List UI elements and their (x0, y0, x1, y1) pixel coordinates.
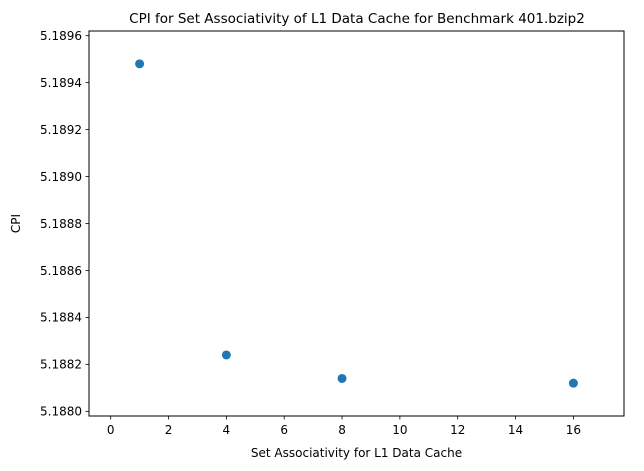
y-tick-label: 5.1880 (40, 405, 82, 419)
x-tick-label: 8 (338, 423, 346, 437)
x-tick-label: 0 (107, 423, 115, 437)
y-tick-label: 5.1890 (40, 170, 82, 184)
data-point (337, 373, 347, 383)
x-tick-label: 2 (165, 423, 173, 437)
x-axis-label: Set Associativity for L1 Data Cache (251, 446, 462, 460)
data-point (135, 59, 145, 69)
y-tick-label: 5.1882 (40, 358, 82, 372)
x-tick-label: 16 (566, 423, 581, 437)
y-tick-label: 5.1888 (40, 217, 82, 231)
y-tick-label: 5.1892 (40, 123, 82, 137)
y-tick-label: 5.1896 (40, 29, 82, 43)
x-tick-label: 10 (392, 423, 407, 437)
y-tick-label: 5.1894 (40, 76, 82, 90)
y-tick-label: 5.1884 (40, 311, 82, 325)
chart-title: CPI for Set Associativity of L1 Data Cac… (129, 11, 585, 27)
plot-frame (88, 30, 625, 417)
x-tick-label: 6 (280, 423, 288, 437)
data-point (568, 378, 578, 388)
x-tick-label: 4 (223, 423, 231, 437)
y-axis-ticks: 5.1880 5.1882 5.1884 5.1886 5.1888 5.1890 5.18… (40, 29, 89, 419)
data-point (221, 350, 231, 360)
y-axis-label: CPI (9, 214, 23, 233)
x-axis-ticks: 0 2 4 6 8 10 12 14 16 (107, 416, 581, 437)
x-tick-label: 14 (508, 423, 523, 437)
y-tick-label: 5.1886 (40, 264, 82, 278)
data-points (135, 59, 578, 388)
x-tick-label: 12 (450, 423, 465, 437)
